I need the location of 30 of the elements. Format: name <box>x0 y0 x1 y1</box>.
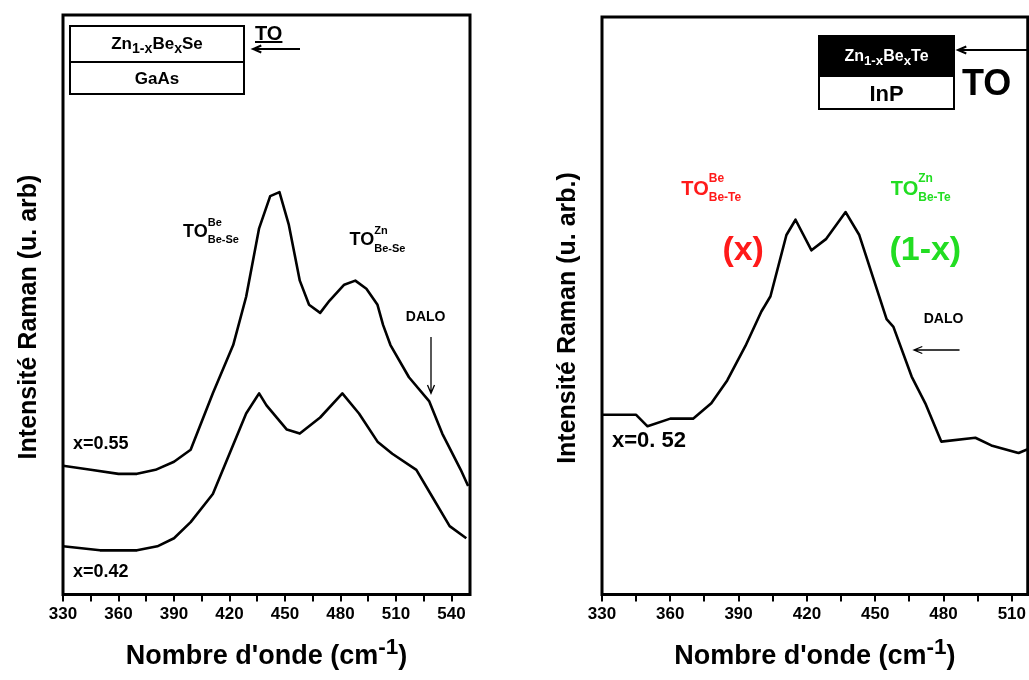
x-tick-label: 390 <box>159 604 189 624</box>
x-tick-label: 420 <box>215 604 244 624</box>
x-tick-label: 480 <box>929 604 958 624</box>
x-tick-label: 420 <box>792 604 822 624</box>
x-tick-label: 330 <box>587 604 617 624</box>
layer-stack: Zn$_{1-x}$Be$_{x}$Se GaAs <box>69 25 245 95</box>
x-tick-label: 360 <box>656 604 685 624</box>
annotation: (x) <box>722 228 764 267</box>
series-label: x=0.42 <box>73 561 129 582</box>
x-tick-label: 450 <box>270 604 300 624</box>
series-label: x=0.55 <box>73 432 129 453</box>
text: TO <box>962 62 1012 104</box>
y-axis-title: Intensité Raman (u. arb.) <box>551 171 581 464</box>
series-label: x=0. 52 <box>612 426 687 452</box>
x-tick-label: 510 <box>997 604 1027 624</box>
annotation: DALO <box>405 307 446 324</box>
x-axis-title: Nombre d'onde (cm$^{-1}$) <box>674 634 956 671</box>
annotation: DALO <box>923 310 964 327</box>
x-tick-label: 450 <box>861 604 890 624</box>
x-tick-label: 360 <box>104 604 133 624</box>
x-tick-label: 390 <box>724 604 753 624</box>
x-axis-title: Nombre d'onde (cm$^{-1}$) <box>125 634 408 671</box>
x-tick-label: 510 <box>381 604 411 624</box>
y-axis-title: Intensité Raman (u. arb) <box>12 174 42 460</box>
text: TO <box>255 22 283 45</box>
annotation: (1-x) <box>889 228 962 267</box>
x-tick-label: 330 <box>48 604 78 624</box>
x-tick-label: 480 <box>326 604 355 624</box>
layer-stack: Zn$_{1-x}$Be$_{x}$Te InP <box>818 35 955 110</box>
x-tick-label: 540 <box>437 604 466 624</box>
